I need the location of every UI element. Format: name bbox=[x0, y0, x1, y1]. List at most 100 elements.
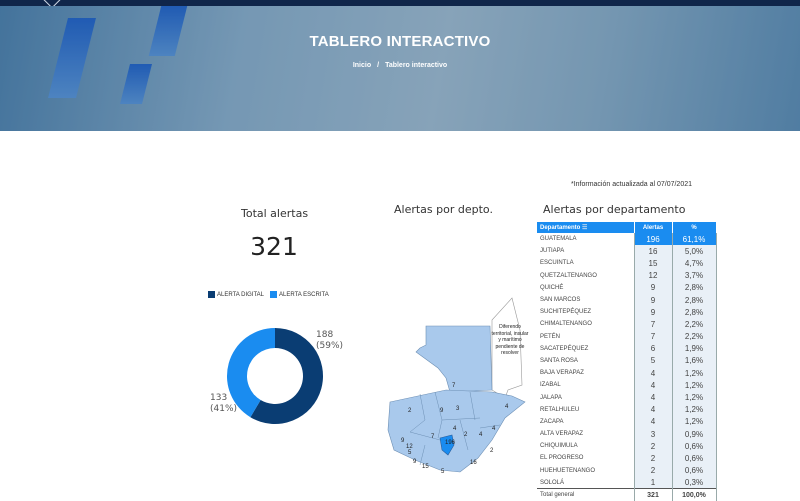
donut-legend: ALERTA DIGITAL ALERTA ESCRITA bbox=[208, 291, 329, 298]
cell-departamento: SACATEPÉQUEZ bbox=[540, 345, 589, 352]
table-row[interactable]: GUATEMALA 196 61,1% bbox=[537, 233, 717, 246]
legend-item-escrita[interactable]: ALERTA ESCRITA bbox=[270, 291, 329, 298]
table-row[interactable]: HUEHUETENANGO 2 0,6% bbox=[537, 464, 717, 477]
donut-slice-digital[interactable] bbox=[250, 328, 323, 424]
table-row[interactable]: SOLOLÁ 1 0,3% bbox=[537, 476, 717, 489]
cell-pct: 1,2% bbox=[671, 403, 717, 416]
table-row[interactable]: ZACAPA 4 1,2% bbox=[537, 415, 717, 428]
cell-pct: 5,0% bbox=[671, 245, 717, 258]
region-south[interactable] bbox=[387, 389, 526, 473]
table-row[interactable]: JUTIAPA 16 5,0% bbox=[537, 245, 717, 258]
cell-alertas: 4 bbox=[633, 379, 673, 392]
cell-departamento: JUTIAPA bbox=[540, 248, 565, 255]
hero-banner: TABLERO INTERACTIVO Inicio / Tablero inter… bbox=[0, 6, 800, 131]
cell-alertas: 2 bbox=[633, 440, 673, 453]
map-value-label: 3 bbox=[456, 406, 460, 412]
cell-alertas: 4 bbox=[633, 391, 673, 404]
cell-alertas: 15 bbox=[633, 257, 673, 270]
cell-departamento: JALAPA bbox=[540, 394, 562, 401]
table-row[interactable]: RETALHULEU 4 1,2% bbox=[537, 403, 717, 416]
table-row[interactable]: EL PROGRESO 2 0,6% bbox=[537, 452, 717, 465]
total-cell: 100,0% bbox=[671, 488, 717, 501]
donut-label-digital: 188 (59%) bbox=[316, 330, 344, 351]
table-row[interactable]: CHIQUIMULA 2 0,6% bbox=[537, 440, 717, 453]
map-value-label: 2 bbox=[490, 448, 494, 454]
cell-departamento: GUATEMALA bbox=[540, 236, 577, 243]
table-row[interactable]: ESCUINTLA 15 4,7% bbox=[537, 257, 717, 270]
table-row[interactable]: ALTA VERAPAZ 3 0,9% bbox=[537, 428, 717, 441]
cell-pct: 61,1% bbox=[671, 233, 717, 246]
breadcrumb-current: Tablero interactivo bbox=[385, 62, 448, 69]
cell-departamento: EL PROGRESO bbox=[540, 455, 584, 462]
cell-pct: 2,8% bbox=[671, 306, 717, 319]
cell-departamento: SANTA ROSA bbox=[540, 357, 578, 364]
total-value: 321 bbox=[250, 232, 298, 261]
dispute-note: Diferendo territorial, insular y marítim… bbox=[491, 324, 529, 356]
col-header-pct[interactable]: % bbox=[672, 222, 717, 233]
top-nav-bar bbox=[0, 0, 800, 9]
map-value-label: 12 bbox=[406, 444, 413, 450]
cell-pct: 0,3% bbox=[671, 476, 717, 489]
banner-overlay bbox=[0, 6, 800, 131]
cell-alertas: 7 bbox=[633, 318, 673, 331]
map-value-label: 4 bbox=[453, 426, 457, 432]
cell-pct: 0,6% bbox=[671, 464, 717, 477]
cell-pct: 1,9% bbox=[671, 342, 717, 355]
total-cell: Total general bbox=[537, 488, 634, 501]
cell-departamento: ESCUINTLA bbox=[540, 260, 574, 267]
map-value-label: 196 bbox=[445, 440, 456, 446]
map-value-label: 7 bbox=[431, 434, 435, 440]
table-row[interactable]: QUICHÉ 9 2,8% bbox=[537, 281, 717, 294]
map-value-label: 16 bbox=[470, 460, 477, 466]
table-row[interactable]: SUCHITEPÉQUEZ 9 2,8% bbox=[537, 306, 717, 319]
cell-pct: 2,8% bbox=[671, 281, 717, 294]
table-row[interactable]: JALAPA 4 1,2% bbox=[537, 391, 717, 404]
cell-pct: 1,2% bbox=[671, 379, 717, 392]
col-header-departamento[interactable]: Departamento ☰ bbox=[537, 222, 635, 233]
cell-alertas: 3 bbox=[633, 428, 673, 441]
cell-departamento: SAN MARCOS bbox=[540, 297, 581, 304]
cell-alertas: 1 bbox=[633, 476, 673, 489]
breadcrumb-separator: / bbox=[377, 62, 380, 69]
cell-pct: 0,6% bbox=[671, 452, 717, 465]
breadcrumb-home-link[interactable]: Inicio bbox=[352, 62, 372, 69]
cell-departamento: ZACAPA bbox=[540, 418, 564, 425]
table-row[interactable]: SAN MARCOS 9 2,8% bbox=[537, 293, 717, 307]
cell-alertas: 4 bbox=[633, 403, 673, 416]
table-row[interactable]: SANTA ROSA 5 1,6% bbox=[537, 354, 717, 368]
map-value-label: 5 bbox=[408, 450, 412, 456]
cell-departamento: RETALHULEU bbox=[540, 406, 580, 413]
donut-slice-escrita[interactable] bbox=[227, 328, 275, 418]
cell-departamento: PETÉN bbox=[540, 333, 561, 340]
department-table: Departamento ☰ Alertas % GUATEMALA 196 61,… bbox=[537, 222, 717, 501]
cell-departamento: HUEHUETENANGO bbox=[540, 467, 596, 474]
region-guatemala[interactable] bbox=[439, 434, 455, 456]
legend-item-digital[interactable]: ALERTA DIGITAL bbox=[208, 291, 264, 298]
table-row[interactable]: CHIMALTENANGO 7 2,2% bbox=[537, 318, 717, 331]
donut-label-escrita: 133 (41%) bbox=[210, 393, 238, 414]
map-value-label: 4 bbox=[505, 404, 509, 410]
cell-alertas: 9 bbox=[633, 293, 673, 307]
cell-pct: 2,8% bbox=[671, 293, 717, 307]
cell-departamento: CHIQUIMULA bbox=[540, 443, 578, 450]
cell-pct: 0,6% bbox=[671, 440, 717, 453]
total-row: Total general 321 100,0% bbox=[537, 488, 717, 501]
table-row[interactable]: IZABAL 4 1,2% bbox=[537, 379, 717, 392]
table-row[interactable]: PETÉN 7 2,2% bbox=[537, 330, 717, 343]
cell-alertas: 5 bbox=[633, 354, 673, 368]
cell-pct: 1,6% bbox=[671, 354, 717, 368]
map-title: Alertas por depto. bbox=[394, 203, 493, 216]
cell-pct: 1,2% bbox=[671, 391, 717, 404]
table-title: Alertas por departamento bbox=[543, 203, 686, 216]
cell-pct: 2,2% bbox=[671, 318, 717, 331]
sort-icon[interactable]: ☰ bbox=[582, 225, 588, 231]
cell-departamento: SUCHITEPÉQUEZ bbox=[540, 309, 592, 316]
table-row[interactable]: QUETZALTENANGO 12 3,7% bbox=[537, 269, 717, 282]
map-value-label: 15 bbox=[422, 464, 429, 470]
map-value-label: 7 bbox=[452, 383, 456, 389]
cell-pct: 3,7% bbox=[671, 269, 717, 282]
region-peten[interactable] bbox=[415, 325, 493, 393]
col-header-alertas[interactable]: Alertas bbox=[634, 222, 673, 233]
table-row[interactable]: SACATEPÉQUEZ 6 1,9% bbox=[537, 342, 717, 355]
table-row[interactable]: BAJA VERAPAZ 4 1,2% bbox=[537, 367, 717, 380]
